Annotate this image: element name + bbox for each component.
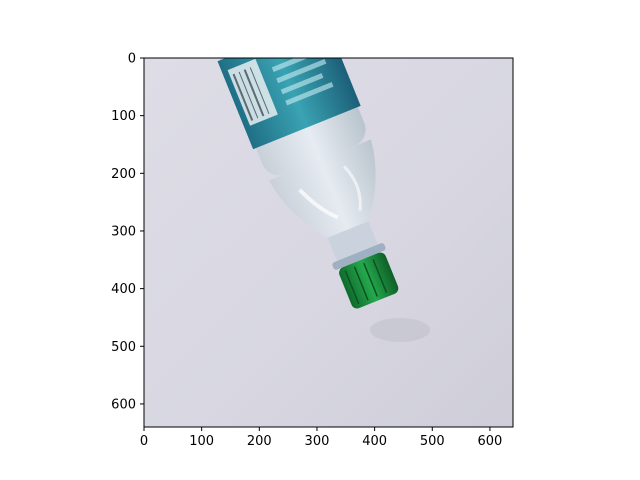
plastic-water-bottle-icon — [217, 58, 399, 309]
y-axis: 0 100 200 300 400 500 600 — [111, 52, 144, 412]
y-tick-label: 300 — [111, 224, 136, 239]
x-tick-label: 100 — [189, 434, 214, 449]
y-tick-label: 400 — [111, 282, 136, 297]
y-tick-label: 600 — [111, 397, 136, 412]
x-tick-label: 300 — [305, 434, 330, 449]
y-tick-label: 500 — [111, 340, 136, 355]
x-tick-label: 0 — [140, 434, 148, 449]
x-axis: 0 100 200 300 400 500 600 — [140, 427, 502, 449]
photo-image — [144, 58, 513, 427]
y-tick-label: 100 — [111, 109, 136, 124]
y-tick-label: 200 — [111, 167, 136, 182]
axes-frame — [143, 57, 514, 428]
x-tick-label: 200 — [247, 434, 272, 449]
x-tick-label: 500 — [420, 434, 445, 449]
y-tick-label: 0 — [128, 52, 136, 67]
x-tick-label: 400 — [362, 434, 387, 449]
x-tick-label: 600 — [478, 434, 503, 449]
